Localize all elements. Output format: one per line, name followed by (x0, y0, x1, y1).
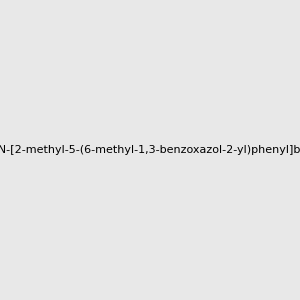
Text: 3-ethoxy-N-[2-methyl-5-(6-methyl-1,3-benzoxazol-2-yl)phenyl]benzamide: 3-ethoxy-N-[2-methyl-5-(6-methyl-1,3-ben… (0, 145, 300, 155)
